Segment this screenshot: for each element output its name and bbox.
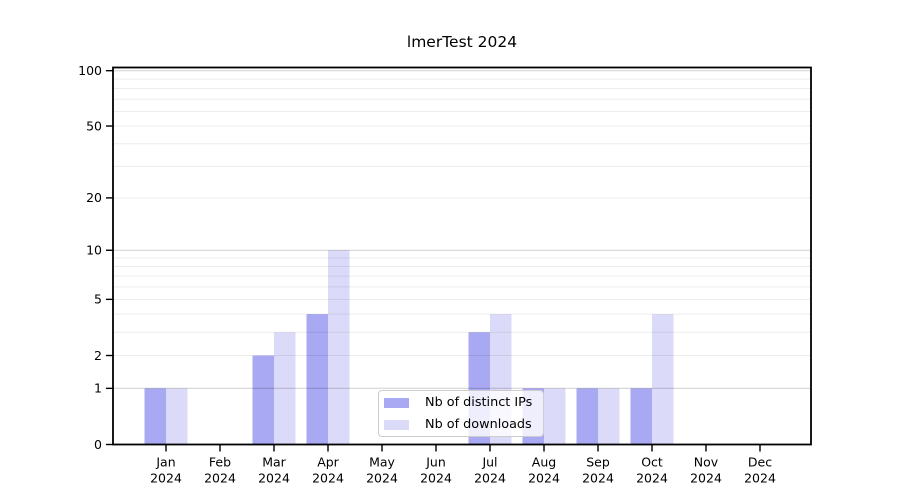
y-tick-label: 10: [86, 243, 102, 258]
x-tick-label-year: 2024: [312, 471, 344, 486]
bar-distinct-ips: [252, 355, 274, 445]
x-tick-label-year: 2024: [150, 471, 182, 486]
x-tick-label-year: 2024: [204, 471, 236, 486]
x-tick-label-month: Oct: [641, 455, 663, 470]
legend-label-distinct-ips: Nb of distinct IPs: [425, 395, 533, 410]
legend-label-downloads: Nb of downloads: [425, 417, 532, 432]
x-tick-label-month: Feb: [209, 455, 231, 470]
bar-downloads: [328, 250, 350, 445]
x-tick-label-month: Apr: [317, 455, 339, 470]
legend-swatch-downloads: [384, 419, 409, 430]
x-tick-label-month: Jun: [425, 455, 446, 470]
bar-distinct-ips: [306, 314, 328, 445]
x-tick-label-month: Mar: [262, 455, 286, 470]
y-tick-label: 100: [78, 63, 102, 78]
axes-frame: [112, 66, 812, 446]
x-tick-label-year: 2024: [366, 471, 398, 486]
legend-item-distinct-ips: Nb of distinct IPs: [384, 395, 543, 410]
x-tick-label-year: 2024: [582, 471, 614, 486]
x-tick-label-month: Aug: [532, 455, 556, 470]
bar-distinct-ips: [144, 388, 166, 445]
x-tick-label-year: 2024: [690, 471, 722, 486]
x-tick-label-month: Jul: [481, 455, 497, 470]
legend-item-downloads: Nb of downloads: [384, 417, 543, 432]
x-tick-label-month: Jan: [155, 455, 175, 470]
x-tick-label-year: 2024: [258, 471, 290, 486]
bar-distinct-ips: [576, 388, 598, 445]
bar-downloads: [598, 388, 620, 445]
x-tick-label-month: May: [369, 455, 395, 470]
x-tick-label-month: Nov: [694, 455, 719, 470]
x-tick-label-year: 2024: [636, 471, 668, 486]
bar-downloads: [652, 314, 674, 445]
x-tick-label-month: Sep: [586, 455, 610, 470]
y-tick-label: 1: [94, 381, 102, 396]
legend-swatch-distinct-ips: [384, 397, 409, 408]
y-tick-label: 2: [94, 348, 102, 363]
y-tick-label: 0: [94, 437, 102, 452]
legend: Nb of distinct IPs Nb of downloads: [378, 390, 544, 437]
bar-downloads: [166, 388, 188, 445]
x-tick-label-year: 2024: [528, 471, 560, 486]
x-tick-label-year: 2024: [474, 471, 506, 486]
x-tick-label-year: 2024: [420, 471, 452, 486]
chart-title: lmerTest 2024: [406, 33, 518, 51]
bar-distinct-ips: [630, 388, 652, 445]
x-tick-label-month: Dec: [748, 455, 772, 470]
bar-downloads: [274, 332, 296, 445]
x-tick-label-year: 2024: [744, 471, 776, 486]
bar-downloads: [544, 388, 566, 445]
y-tick-label: 20: [86, 190, 102, 205]
y-tick-label: 50: [86, 118, 102, 133]
y-tick-label: 5: [94, 292, 102, 307]
